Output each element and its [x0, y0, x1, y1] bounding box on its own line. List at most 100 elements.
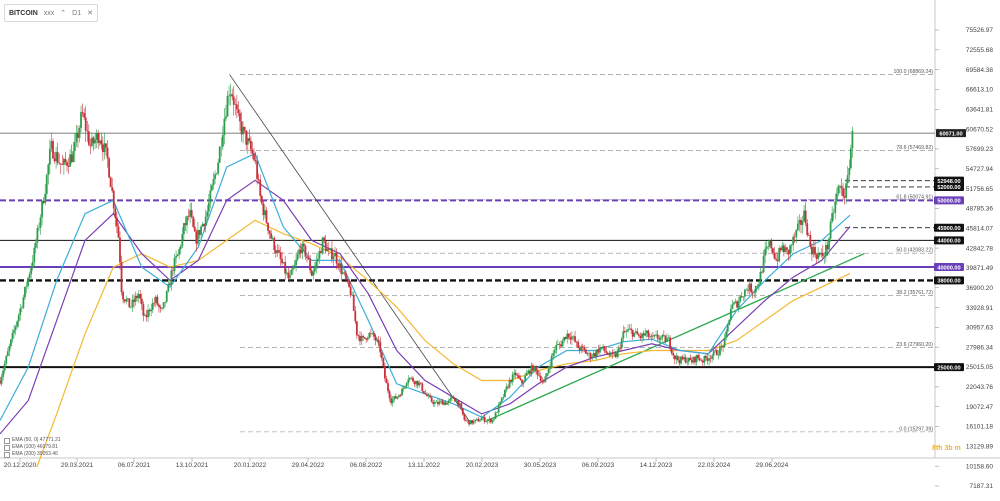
candle-body — [583, 347, 586, 350]
candle-body — [10, 339, 12, 347]
legend-item[interactable]: EMA (200) 39053.46 — [4, 451, 61, 458]
y-tick-label: 19072.47 — [966, 404, 993, 411]
candle-body — [686, 361, 689, 363]
candle-body — [485, 421, 488, 422]
candle-body — [307, 257, 310, 260]
candle-body — [91, 137, 93, 146]
candle-body — [162, 302, 165, 309]
candle-body — [821, 252, 824, 257]
candle-body — [430, 397, 433, 402]
candle-body — [187, 216, 190, 217]
level-badge — [934, 223, 964, 232]
candle-body — [578, 347, 581, 351]
candle-body — [527, 370, 530, 374]
candle-body — [539, 375, 542, 382]
candle-body — [669, 337, 671, 349]
candle-body — [787, 249, 790, 255]
candle-body — [408, 377, 411, 380]
candle-body — [245, 130, 248, 145]
candle-body — [161, 308, 163, 309]
x-axis: 20.12.2020 29.03.2021 06.07.2021 13.10.2021… — [4, 458, 789, 469]
candle-body — [253, 153, 255, 160]
candle-body — [112, 190, 115, 209]
candle-body — [676, 356, 679, 361]
candle-body — [717, 354, 720, 356]
candle-body — [422, 391, 425, 394]
candle-body — [460, 403, 463, 409]
y-tick-label: 48785.36 — [966, 206, 993, 213]
candle-body — [47, 164, 50, 175]
candle-body — [764, 249, 767, 256]
candle-body — [360, 335, 363, 342]
ema-100-line — [0, 179, 851, 435]
candle-body — [683, 357, 686, 360]
candle-body — [454, 398, 456, 402]
candle-body — [117, 226, 120, 238]
candle-body — [544, 376, 547, 383]
chevron-down-icon[interactable]: ⌃ — [60, 10, 67, 17]
candle-body — [494, 412, 497, 419]
candle-body — [323, 237, 326, 242]
candle-body — [497, 404, 500, 413]
candle-body — [228, 95, 230, 97]
level-badge-label: 45900.00 — [937, 226, 960, 232]
level-badge — [934, 182, 964, 191]
level-badge — [936, 129, 966, 138]
candle-body — [365, 338, 368, 340]
candle-body — [142, 304, 145, 316]
level-badge — [934, 363, 964, 372]
candle-body — [786, 247, 788, 250]
symbol-suffix: xxx — [43, 9, 55, 17]
candle-body — [689, 357, 692, 361]
candle-body — [469, 420, 472, 425]
fib-level-label: 50.0 (42083.22) — [896, 248, 933, 254]
symbol-name[interactable]: BITCOIN — [9, 9, 38, 17]
candle-body — [22, 297, 25, 308]
candle-body — [656, 334, 659, 339]
candle-body — [3, 363, 6, 371]
candle-body — [184, 223, 187, 226]
candle-body — [620, 338, 623, 349]
interval-label[interactable]: D1 — [72, 9, 82, 17]
candle-body — [288, 275, 291, 279]
candle-body — [533, 366, 536, 371]
level-badge — [934, 276, 964, 285]
candle-body — [609, 352, 612, 356]
candle-body — [817, 253, 820, 259]
candle-body — [131, 299, 134, 308]
candle-body — [546, 373, 548, 377]
candle-body — [796, 223, 799, 230]
candle-body — [767, 246, 770, 247]
candle-body — [572, 336, 575, 337]
candle-body — [834, 201, 837, 213]
candle-body — [229, 94, 232, 96]
legend-item[interactable]: EMA (100) 46079.81 — [4, 444, 61, 451]
candle-body — [276, 250, 279, 253]
candle-body — [708, 358, 710, 361]
candle-body — [341, 272, 344, 274]
candle-body — [48, 148, 51, 165]
candle-body — [56, 152, 59, 163]
symbol-header[interactable]: BITCOIN xxx ⌃ D1 ✕ — [4, 4, 98, 22]
y-tick-label: 42842.78 — [966, 245, 993, 252]
close-icon[interactable]: ✕ — [87, 10, 93, 17]
candle-body — [349, 286, 352, 296]
legend-item[interactable]: EMA (50, 0) 47771.21 — [4, 437, 61, 444]
candle-body — [251, 149, 254, 154]
candle-body — [296, 254, 299, 260]
candle-body — [223, 118, 226, 136]
candle-body — [106, 147, 109, 159]
candle-body — [728, 319, 731, 326]
candle-body — [426, 394, 428, 397]
fib-level-label: 78.6 (57469.82) — [896, 145, 933, 151]
x-tick-label: 06.08.2022 — [350, 462, 383, 469]
candle-body — [306, 256, 308, 258]
x-tick-label: 13.11.2022 — [408, 462, 440, 469]
candle-body — [605, 350, 608, 353]
candle-body — [784, 247, 787, 253]
candle-body — [672, 353, 675, 356]
candle-body — [175, 256, 177, 258]
candle-body — [846, 175, 849, 184]
legend-label: EMA (200) 39053.46 — [12, 451, 58, 457]
